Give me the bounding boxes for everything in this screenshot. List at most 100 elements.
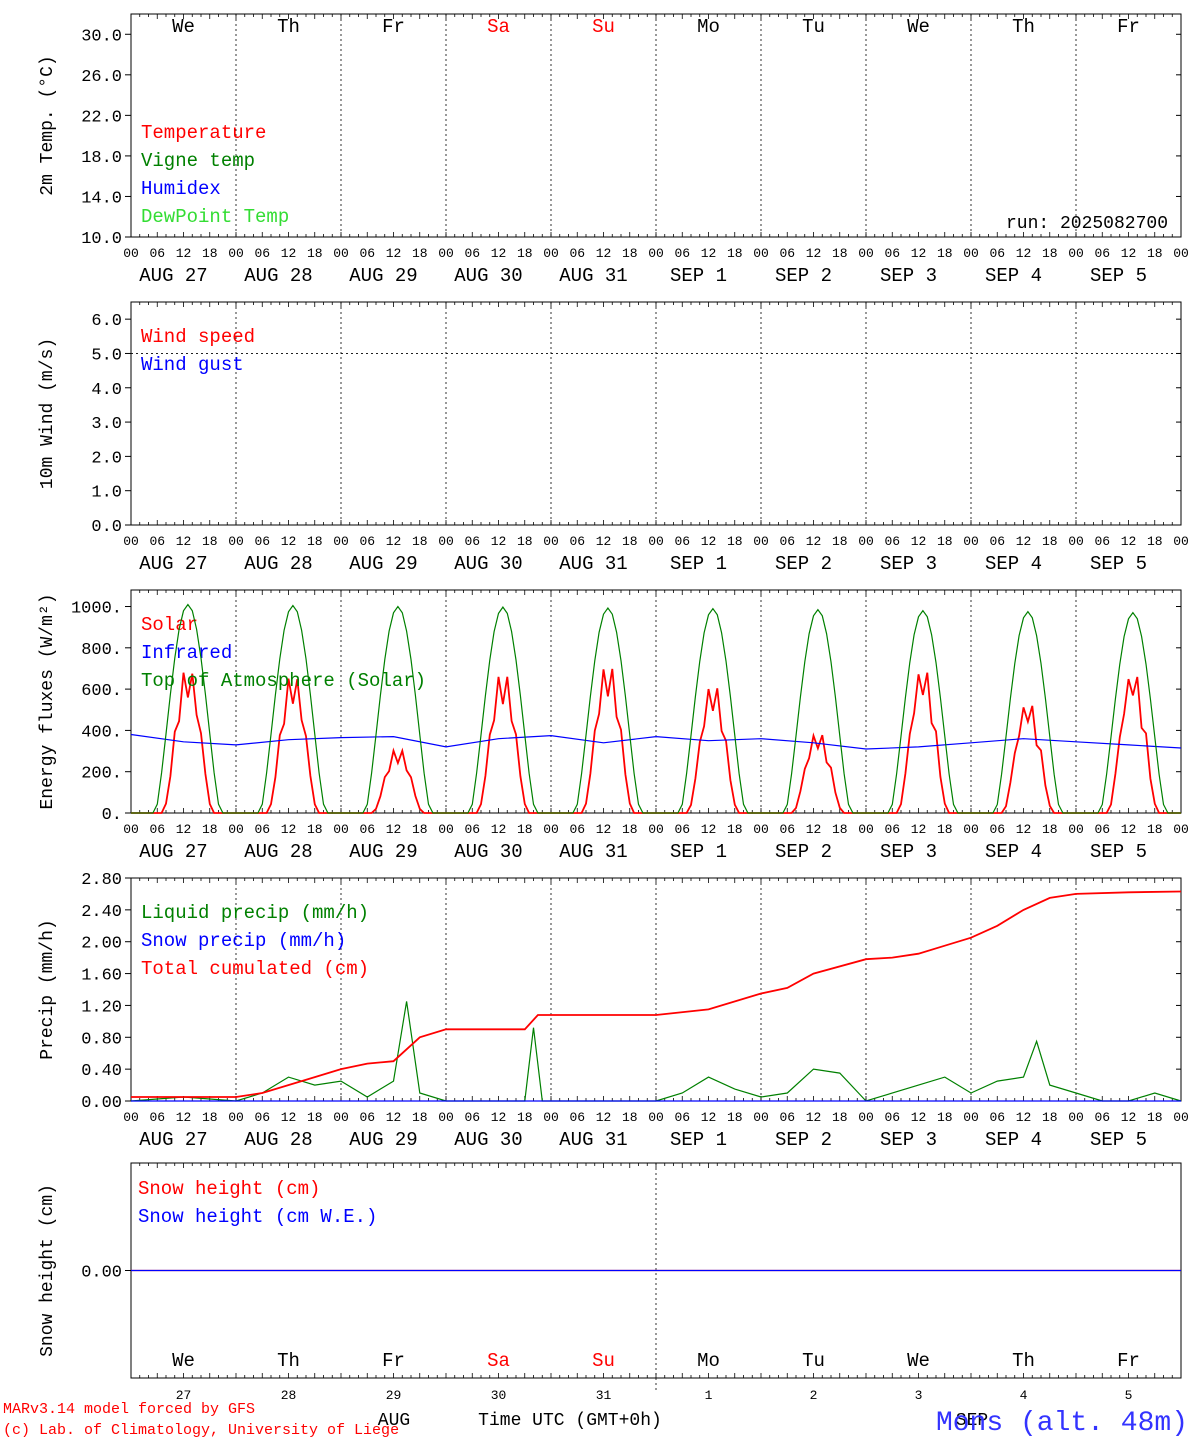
hour-tick-label: 18 (202, 1110, 218, 1125)
y-tick-label: 0.80 (81, 1030, 122, 1049)
hour-tick-label: 18 (202, 822, 218, 837)
hour-tick-label: 06 (674, 534, 690, 549)
date-label: SEP 5 (1090, 1129, 1147, 1151)
panel-energy: 0. 200. 400. 600. 800. 1000. Energy fluxes (W/… (38, 589, 1189, 863)
hour-tick-label: 00 (648, 1110, 664, 1125)
run-label: run: 2025082700 (1006, 214, 1168, 234)
hour-tick-label: 00 (228, 534, 244, 549)
hour-tick-label: 18 (412, 534, 428, 549)
hour-tick-label: 18 (727, 246, 743, 261)
hour-tick-label: 06 (464, 534, 480, 549)
hour-tick-label: 18 (1042, 822, 1058, 837)
hour-tick-label: 12 (1121, 534, 1137, 549)
hour-tick-label: 00 (1068, 822, 1084, 837)
y-tick-label: 1.20 (81, 998, 122, 1017)
hour-tick-label: 18 (937, 534, 953, 549)
hour-tick-label: 06 (359, 1110, 375, 1125)
legend-entry: Humidex (141, 178, 221, 200)
hour-tick-label: 12 (806, 1110, 822, 1125)
hour-tick-label: 00 (858, 822, 874, 837)
weekday-label: Tu (802, 1350, 825, 1372)
y-tick-label: 0.40 (81, 1062, 122, 1081)
y-tick-label: 2.00 (81, 935, 122, 954)
hour-tick-label: 18 (832, 246, 848, 261)
hour-tick-label: 12 (1016, 1110, 1032, 1125)
credit-line-2: (c) Lab. of Climatology, University of L… (3, 1422, 399, 1439)
legend-entry: Vigne temp (141, 150, 255, 172)
hour-tick-label: 18 (937, 822, 953, 837)
y-tick-label: 5.0 (91, 346, 122, 365)
legend-entry: Total cumulated (cm) (141, 958, 369, 980)
hour-tick-label: 06 (884, 822, 900, 837)
date-label: AUG 27 (139, 841, 207, 863)
date-label: AUG 31 (559, 1129, 627, 1151)
hour-tick-label: 18 (1147, 246, 1163, 261)
date-label: SEP 5 (1090, 841, 1147, 863)
day-number-label: 31 (596, 1388, 612, 1403)
date-label: SEP 3 (880, 553, 937, 575)
hour-tick-label: 06 (569, 1110, 585, 1125)
y-axis-label: 10m Wind (m/s) (38, 338, 58, 489)
legend-entry: DewPoint Temp (141, 206, 289, 228)
hour-tick-label: 00 (858, 534, 874, 549)
hour-tick-label: 18 (307, 1110, 323, 1125)
date-label: AUG 28 (244, 265, 312, 287)
month-sep-label: SEP (956, 1411, 988, 1431)
y-tick-label: 2.0 (91, 449, 122, 468)
weekday-label: Mo (697, 1350, 720, 1372)
legend-entry: Top of Atmosphere (Solar) (141, 670, 426, 692)
hour-tick-label: 00 (963, 246, 979, 261)
hour-tick-label: 00 (753, 1110, 769, 1125)
hour-tick-label: 18 (202, 534, 218, 549)
hour-tick-label: 06 (254, 534, 270, 549)
weekday-label: Su (592, 1350, 615, 1372)
y-tick-label: 600. (81, 682, 122, 701)
date-label: AUG 29 (349, 841, 417, 863)
hour-tick-label: 00 (123, 534, 139, 549)
hour-tick-label: 12 (911, 1110, 927, 1125)
hour-tick-label: 06 (1094, 534, 1110, 549)
hour-tick-label: 00 (1173, 1110, 1189, 1125)
hour-tick-label: 12 (491, 246, 507, 261)
hour-tick-label: 18 (832, 1110, 848, 1125)
hour-tick-label: 00 (1068, 1110, 1084, 1125)
date-label: AUG 31 (559, 841, 627, 863)
hour-tick-label: 12 (1016, 822, 1032, 837)
hour-tick-label: 12 (176, 534, 192, 549)
hour-tick-label: 12 (701, 534, 717, 549)
hour-tick-label: 12 (491, 534, 507, 549)
hour-tick-label: 06 (464, 246, 480, 261)
hour-tick-label: 18 (517, 1110, 533, 1125)
hour-tick-label: 00 (333, 534, 349, 549)
date-label: SEP 2 (775, 553, 832, 575)
hour-tick-label: 06 (359, 534, 375, 549)
hour-tick-label: 12 (386, 822, 402, 837)
hour-tick-label: 06 (1094, 1110, 1110, 1125)
date-label: SEP 1 (670, 841, 727, 863)
date-label: AUG 31 (559, 265, 627, 287)
hour-tick-label: 18 (937, 246, 953, 261)
hour-tick-label: 18 (832, 534, 848, 549)
date-label: SEP 3 (880, 1129, 937, 1151)
hour-tick-label: 00 (438, 534, 454, 549)
hour-tick-label: 06 (254, 822, 270, 837)
hour-tick-label: 06 (989, 246, 1005, 261)
hour-tick-label: 00 (543, 246, 559, 261)
hour-tick-label: 18 (307, 246, 323, 261)
weekday-label: Mo (697, 16, 720, 38)
y-tick-label: 2.40 (81, 903, 122, 922)
day-number-label: 27 (176, 1388, 192, 1403)
month-aug-label: AUG (378, 1411, 410, 1431)
credit-line-1: MARv3.14 model forced by GFS (3, 1401, 255, 1418)
weekday-label: Th (1012, 1350, 1035, 1372)
hour-tick-label: 12 (701, 822, 717, 837)
series-line-total-cumulated-cm- (131, 890, 1182, 1098)
hour-tick-label: 18 (622, 1110, 638, 1125)
hour-tick-label: 00 (1173, 822, 1189, 837)
hour-tick-label: 00 (963, 822, 979, 837)
hour-tick-label: 06 (254, 246, 270, 261)
date-label: SEP 4 (985, 1129, 1042, 1151)
hour-tick-label: 12 (701, 246, 717, 261)
panel-precip: 0.00 0.40 0.80 1.20 1.60 2.00 2.40 2.80 Precip (… (38, 871, 1189, 1151)
